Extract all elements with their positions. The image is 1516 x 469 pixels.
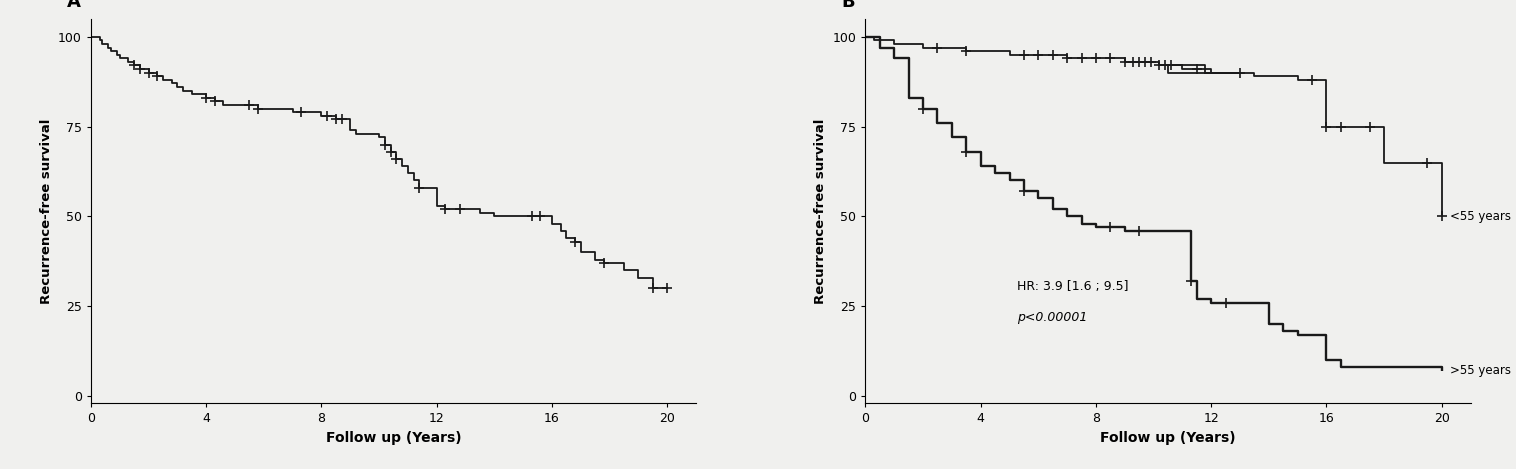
Text: A: A [67, 0, 80, 11]
X-axis label: Follow up (Years): Follow up (Years) [1101, 431, 1236, 445]
Text: HR: 3.9 [1.6 ; 9.5]: HR: 3.9 [1.6 ; 9.5] [1017, 280, 1128, 293]
Text: <55 years: <55 years [1451, 210, 1511, 223]
Text: B: B [841, 0, 855, 11]
Y-axis label: Recurrence-free survival: Recurrence-free survival [39, 118, 53, 304]
Text: p<0.00001: p<0.00001 [1017, 311, 1087, 324]
X-axis label: Follow up (Years): Follow up (Years) [326, 431, 461, 445]
Y-axis label: Recurrence-free survival: Recurrence-free survival [814, 118, 828, 304]
Text: >55 years: >55 years [1451, 364, 1511, 378]
